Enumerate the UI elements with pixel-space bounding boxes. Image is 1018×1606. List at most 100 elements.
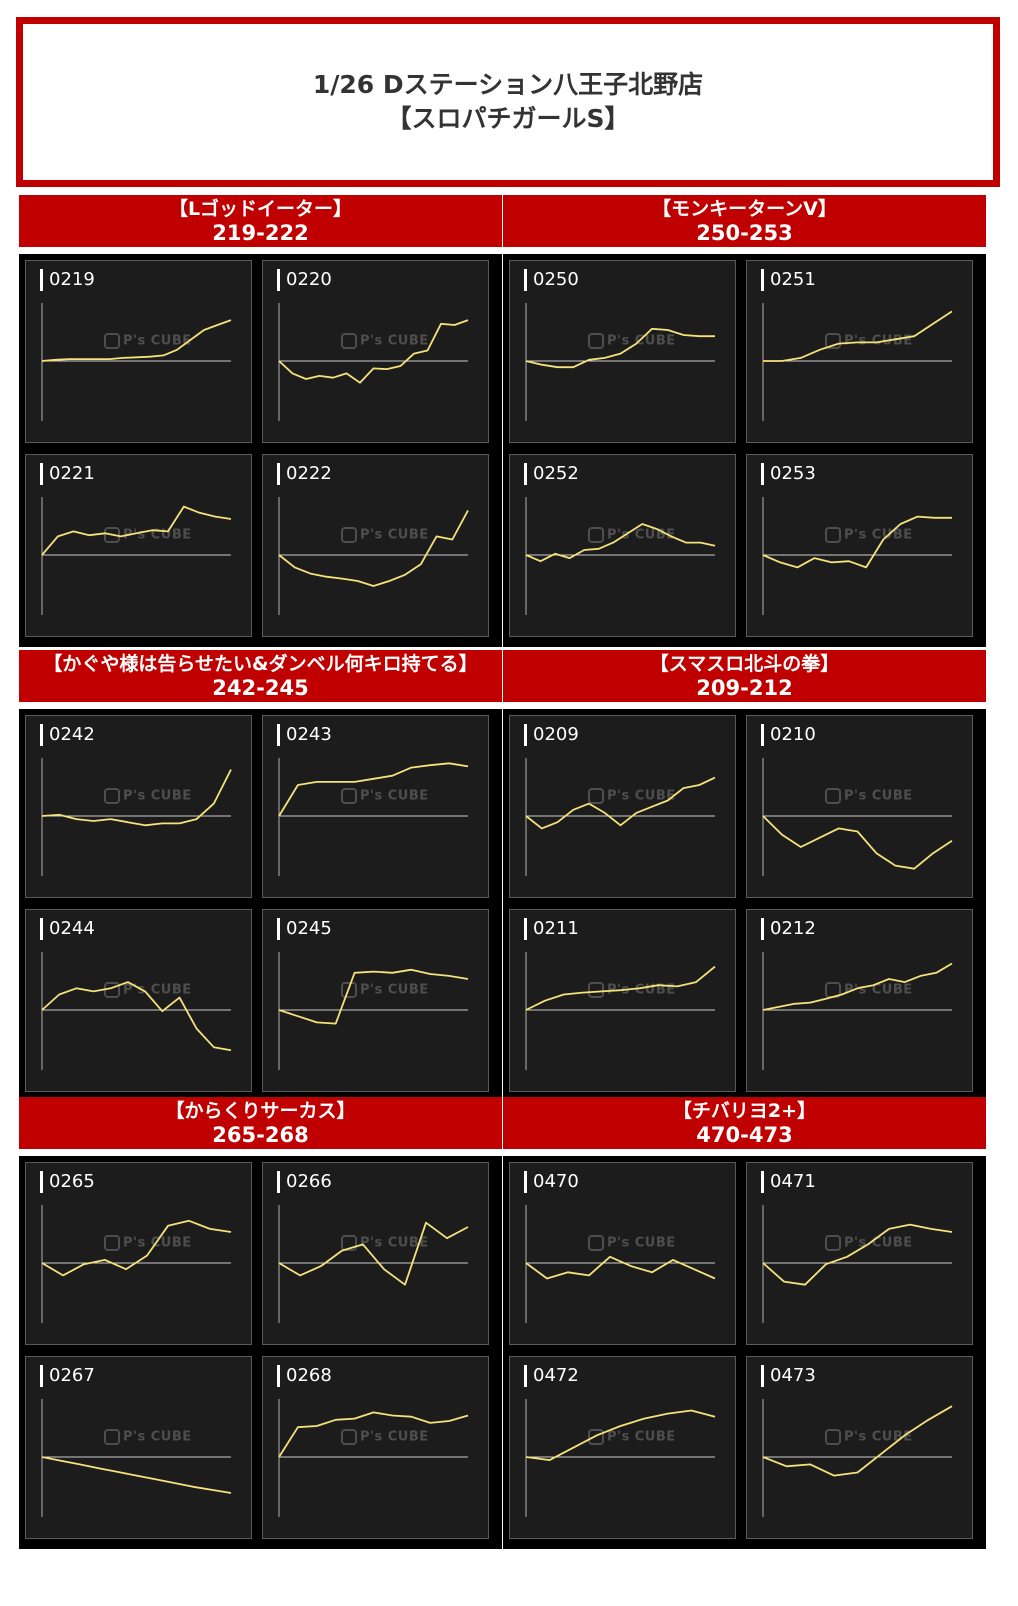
slump-graph: [41, 1205, 232, 1323]
group-machine-name: 【かぐや様は告らせたい&ダンベル何キロ持てる】: [43, 653, 478, 675]
unit-chart-0212: 0212 P's CUBE: [746, 909, 973, 1092]
group-unit-range: 265-268: [212, 1123, 309, 1147]
series-line-0250: [525, 327, 715, 369]
unit-chart-0473: 0473 P's CUBE: [746, 1356, 973, 1539]
watermark-text: P's CUBE: [607, 788, 676, 804]
series-line-0210: [762, 815, 953, 870]
unit-number-label: 0253: [761, 463, 816, 485]
group-machine-name: 【Lゴッドイーター】: [168, 198, 353, 220]
series-line-0266: [278, 1221, 469, 1286]
unit-chart-0211: 0211 P's CUBE: [509, 909, 736, 1092]
cube-logo-icon: [104, 527, 120, 543]
series-line-0242: [41, 769, 232, 827]
unit-chart-0220: 0220 P's CUBE: [262, 260, 489, 443]
cube-logo-icon: [341, 982, 357, 998]
unit-number-label: 0219: [40, 269, 95, 291]
series-line-0252: [525, 523, 716, 563]
unit-chart-0221: 0221 P's CUBE: [25, 454, 252, 637]
watermark-logo: P's CUBE: [588, 527, 676, 543]
series-line-0267: [41, 1456, 232, 1494]
unit-number-label: 0243: [277, 724, 332, 746]
watermark-logo: P's CUBE: [588, 982, 676, 998]
watermark-text: P's CUBE: [844, 788, 913, 804]
unit-number-label: 0250: [524, 269, 579, 291]
series-line-0268: [278, 1411, 469, 1458]
cube-logo-icon: [341, 1429, 357, 1445]
unit-chart-0251: 0251 P's CUBE: [746, 260, 973, 443]
watermark-logo: P's CUBE: [341, 1235, 429, 1251]
group-title-bar: 【スマスロ北斗の拳】 209-212: [503, 650, 986, 702]
watermark-logo: P's CUBE: [341, 527, 429, 543]
slump-graph: [278, 1205, 469, 1323]
cube-logo-icon: [588, 1429, 604, 1445]
group-machine-name: 【からくりサーカス】: [165, 1100, 356, 1122]
unit-number-label: 0242: [40, 724, 95, 746]
watermark-logo: P's CUBE: [588, 1235, 676, 1251]
cube-logo-icon: [104, 1429, 120, 1445]
cube-logo-icon: [588, 527, 604, 543]
watermark-logo: P's CUBE: [825, 788, 913, 804]
watermark-text: P's CUBE: [123, 982, 192, 998]
unit-chart-0265: 0265 P's CUBE: [25, 1162, 252, 1345]
unit-number-label: 0245: [277, 918, 332, 940]
unit-chart-0268: 0268 P's CUBE: [262, 1356, 489, 1539]
watermark-text: P's CUBE: [123, 527, 192, 543]
slump-graph: [525, 1399, 716, 1517]
watermark-text: P's CUBE: [607, 982, 676, 998]
group-title-bar: 【チバリヨ2+】 470-473: [503, 1097, 986, 1149]
unit-chart-0252: 0252 P's CUBE: [509, 454, 736, 637]
watermark-logo: P's CUBE: [341, 1429, 429, 1445]
watermark-text: P's CUBE: [360, 333, 429, 349]
unit-number-label: 0244: [40, 918, 95, 940]
unit-number-label: 0221: [40, 463, 95, 485]
slump-graph: [41, 1399, 232, 1517]
watermark-logo: P's CUBE: [104, 1235, 192, 1251]
cube-logo-icon: [341, 788, 357, 804]
series-line-0473: [762, 1405, 953, 1477]
cube-logo-icon: [825, 1429, 841, 1445]
slump-graph: [278, 758, 469, 876]
chart-grid: 0209 P's CUBE 0210 P's CUBE 0211 P's CUBE 0212…: [503, 709, 986, 1102]
unit-number-label: 0472: [524, 1365, 579, 1387]
slump-graph: [41, 758, 232, 876]
series-line-0265: [41, 1219, 232, 1277]
group-title-bar: 【からくりサーカス】 265-268: [19, 1097, 502, 1149]
watermark-text: P's CUBE: [844, 1429, 913, 1445]
unit-number-label: 0471: [761, 1171, 816, 1193]
unit-number-label: 0209: [524, 724, 579, 746]
watermark-logo: P's CUBE: [104, 1429, 192, 1445]
cube-logo-icon: [104, 1235, 120, 1251]
series-line-0471: [762, 1223, 953, 1286]
unit-chart-0243: 0243 P's CUBE: [262, 715, 489, 898]
watermark-text: P's CUBE: [607, 527, 676, 543]
watermark-text: P's CUBE: [844, 527, 913, 543]
slump-graph: [41, 952, 232, 1070]
slump-graph: [525, 497, 716, 615]
watermark-text: P's CUBE: [607, 333, 676, 349]
slump-graph: [278, 497, 469, 615]
slump-graph: [762, 303, 953, 421]
unit-chart-0222: 0222 P's CUBE: [262, 454, 489, 637]
watermark-logo: P's CUBE: [825, 527, 913, 543]
series-line-0221: [41, 505, 232, 556]
cube-logo-icon: [341, 1235, 357, 1251]
slump-graph: [525, 303, 715, 421]
cube-logo-icon: [825, 1235, 841, 1251]
watermark-logo: P's CUBE: [825, 1235, 913, 1251]
chart-grid: 0242 P's CUBE 0243 P's CUBE 0244 P's CUBE 0245…: [19, 709, 502, 1102]
watermark-logo: P's CUBE: [825, 333, 913, 349]
series-line-0245: [278, 968, 469, 1025]
watermark-text: P's CUBE: [607, 1235, 676, 1251]
unit-number-label: 0210: [761, 724, 816, 746]
unit-number-label: 0266: [277, 1171, 332, 1193]
unit-chart-0471: 0471 P's CUBE: [746, 1162, 973, 1345]
watermark-text: P's CUBE: [844, 1235, 913, 1251]
unit-chart-0245: 0245 P's CUBE: [262, 909, 489, 1092]
watermark-logo: P's CUBE: [104, 527, 192, 543]
chart-grid: 0470 P's CUBE 0471 P's CUBE 0472 P's CUBE 0473…: [503, 1156, 986, 1549]
unit-number-label: 0220: [277, 269, 332, 291]
slump-graph: [762, 1205, 953, 1323]
unit-number-label: 0268: [277, 1365, 332, 1387]
unit-chart-0210: 0210 P's CUBE: [746, 715, 973, 898]
unit-number-label: 0267: [40, 1365, 95, 1387]
